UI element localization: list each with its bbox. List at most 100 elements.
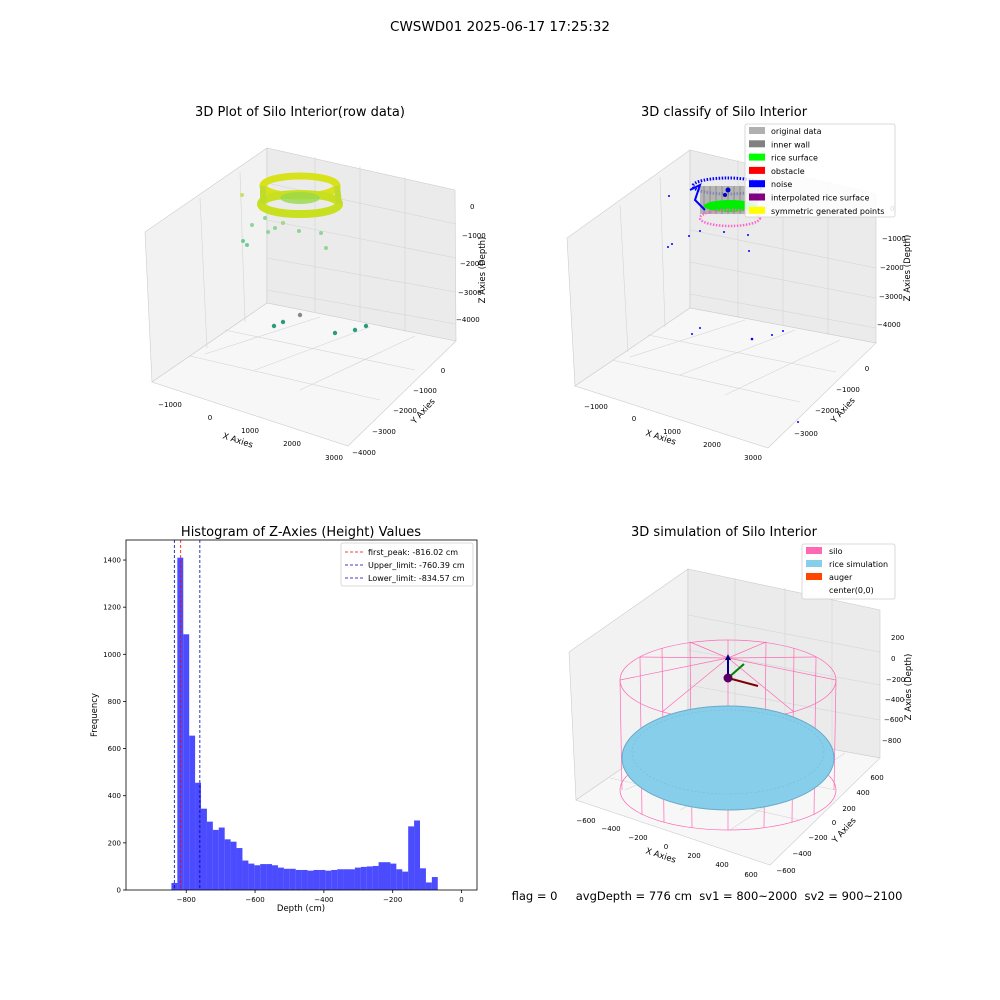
p1-zlabel: Z Axies (Depth) xyxy=(478,237,488,304)
histogram-bar xyxy=(348,869,355,890)
histogram-axes-frame xyxy=(125,539,478,891)
histogram-bar xyxy=(212,829,219,890)
histogram-xtick-label: −200 xyxy=(383,896,402,904)
histogram-bar xyxy=(325,870,332,890)
p2-ytick: −2000 xyxy=(815,407,839,415)
histogram-xticks: −800 −600 −400 −200 0 xyxy=(177,890,464,904)
histogram-bar xyxy=(384,862,391,890)
p4-xtick: 200 xyxy=(687,852,700,860)
p4-ytick: 600 xyxy=(870,774,883,782)
p4-ytick: −200 xyxy=(808,834,827,842)
histogram-bar xyxy=(372,865,379,890)
p2-xtick: 3000 xyxy=(744,454,762,462)
p1-ytick: −3000 xyxy=(372,428,396,436)
p1-ztick: −3000 xyxy=(458,289,482,297)
histogram-ytick-label: 800 xyxy=(108,698,121,706)
p2-ytick: −3000 xyxy=(794,430,818,438)
histogram-bar xyxy=(283,868,290,890)
p4-legend: silo rice simulation auger center(0,0) xyxy=(801,543,896,600)
histogram-xtick-label: −800 xyxy=(177,896,196,904)
histogram-bar xyxy=(201,808,207,890)
histogram-vlines xyxy=(173,540,201,890)
histogram-bar xyxy=(420,868,426,890)
p2-ztick: −4000 xyxy=(877,321,901,329)
grid-lines xyxy=(189,157,457,401)
histogram-bar xyxy=(390,863,397,890)
pane-floor xyxy=(151,302,457,447)
histogram-ytick-label: 600 xyxy=(108,745,121,753)
legend-swatch xyxy=(749,140,765,148)
legend-label: center(0,0) xyxy=(829,586,874,595)
histogram-bar xyxy=(425,882,432,890)
histogram-legend-label: first_peak: -816.02 cm xyxy=(368,548,458,557)
panel-simulation-title: 3D simulation of Silo Interior xyxy=(631,525,818,540)
p4-ztick: −200 xyxy=(886,676,905,684)
histogram-bar xyxy=(366,866,373,890)
histogram-bar xyxy=(402,871,409,890)
legend-label: inner wall xyxy=(771,140,810,149)
histogram-ytick-label: 1200 xyxy=(103,604,121,612)
rice-simulation-surface xyxy=(621,705,835,811)
histogram-ytick-label: 0 xyxy=(117,887,121,895)
p4-xtick: −400 xyxy=(601,825,620,833)
panel-simulation: 3D simulation of Silo Interior xyxy=(568,525,914,879)
histogram-bar xyxy=(331,869,338,890)
p4-ztick: −600 xyxy=(884,716,903,724)
histogram-bar xyxy=(307,870,314,890)
center-marker xyxy=(723,673,733,683)
p1-xtick: 3000 xyxy=(325,454,343,462)
legend-swatch xyxy=(749,180,765,188)
histogram-bar xyxy=(236,848,243,890)
p2-xtick: 1000 xyxy=(663,428,681,436)
p1-ytick: 0 xyxy=(441,367,445,375)
histogram-bar xyxy=(218,827,225,890)
legend-swatch xyxy=(749,166,765,174)
histogram-legend: first_peak: -816.02 cm Upper_limit: -760.… xyxy=(340,542,474,587)
histogram-xtick-label: −400 xyxy=(314,896,333,904)
p1-ztick: −4000 xyxy=(456,316,480,324)
histogram-bar xyxy=(313,869,320,890)
histogram-ytick-label: 1400 xyxy=(103,557,121,565)
p1-ytick: −2000 xyxy=(393,407,417,415)
p4-zlabel: Z Axies (Depth) xyxy=(904,654,914,721)
histogram-xtick-label: 0 xyxy=(459,896,463,904)
histogram-bar xyxy=(360,866,367,890)
histogram-bar xyxy=(195,782,202,890)
histogram-legend-label: Lower_limit: -834.57 cm xyxy=(368,574,465,583)
p2-ztick: −3000 xyxy=(879,293,903,301)
p1-ztick: −1000 xyxy=(462,232,486,240)
status-text: flag = 0 avgDepth = 776 cm sv1 = 800~200… xyxy=(512,889,903,903)
histogram-legend-label: Upper_limit: -760.39 cm xyxy=(368,561,465,570)
histogram-bar xyxy=(378,862,385,890)
legend-swatch xyxy=(749,193,765,201)
panel-raw-data-title: 3D Plot of Silo Interior(row data) xyxy=(195,105,405,120)
classified-point-cloud xyxy=(667,176,799,423)
p4-ytick: −600 xyxy=(776,867,795,875)
histogram-bar xyxy=(230,841,237,890)
histogram-bar xyxy=(206,821,213,890)
p1-xtick: −1000 xyxy=(158,401,182,409)
figure-title: CWSWD01 2025-06-17 17:25:32 xyxy=(390,19,610,35)
histogram-xtick-label: −600 xyxy=(245,896,264,904)
legend-label: rice surface xyxy=(771,154,818,163)
panel-classify-title: 3D classify of Silo Interior xyxy=(641,105,808,120)
histogram-ytick-label: 1000 xyxy=(103,651,121,659)
histogram-bar xyxy=(301,869,308,890)
p4-ztick: 200 xyxy=(891,634,904,642)
raw-point-cloud xyxy=(240,172,369,336)
histogram-bar xyxy=(396,869,403,890)
legend-label: noise xyxy=(771,180,792,189)
histogram-bar xyxy=(343,869,349,890)
histogram-ylabel: Frequency xyxy=(90,693,100,737)
legend-swatch xyxy=(749,206,765,214)
p4-xtick: 0 xyxy=(664,843,668,851)
legend-swatch xyxy=(806,573,822,580)
p4-ytick: −400 xyxy=(792,850,811,858)
p2-ztick: −2000 xyxy=(880,264,904,272)
legend-swatch xyxy=(749,127,765,134)
p1-ztick: −2000 xyxy=(460,260,484,268)
histogram-ytick-label: 400 xyxy=(108,792,121,800)
p4-xtick: −600 xyxy=(576,817,595,825)
p4-xtick: 600 xyxy=(744,871,757,879)
histogram-xlabel: Depth (cm) xyxy=(277,904,325,914)
